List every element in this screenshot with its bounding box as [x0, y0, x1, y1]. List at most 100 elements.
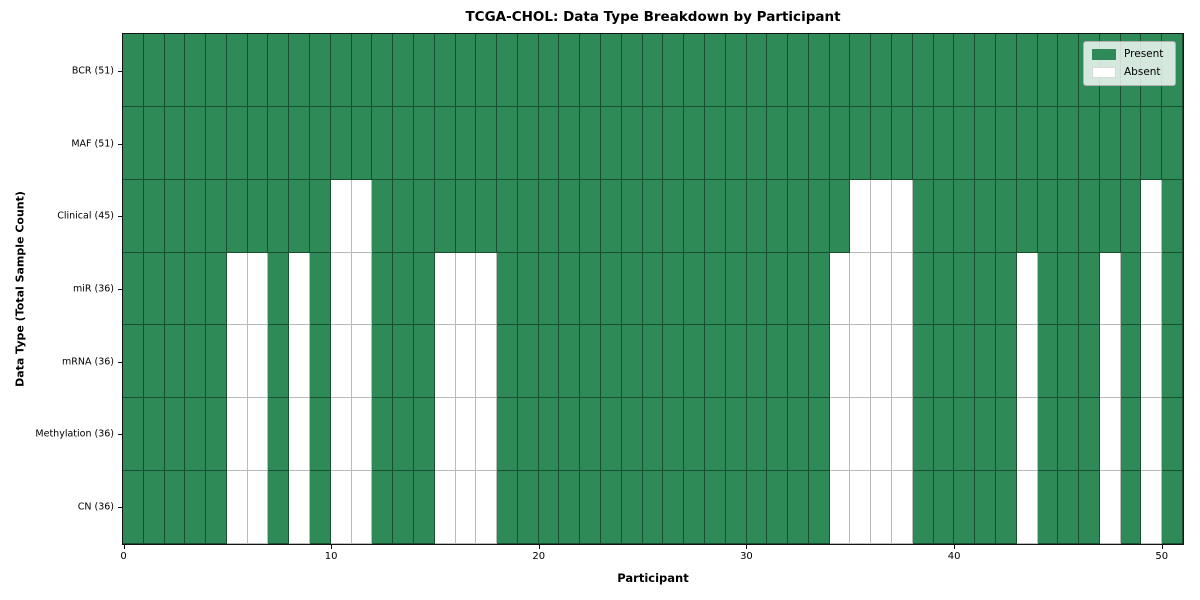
y-tick-label: Methylation (36) [35, 428, 114, 440]
heatmap-cell [808, 398, 830, 472]
heatmap-cell [892, 252, 913, 326]
heatmap-cell [808, 179, 830, 253]
legend-present-label: Present [1124, 48, 1164, 60]
heatmap-cell [538, 106, 560, 180]
heatmap-cell [684, 179, 705, 253]
heatmap-cell [123, 252, 144, 326]
heatmap-cell [351, 106, 373, 180]
heatmap-cell [1141, 106, 1163, 180]
x-axis-label: Participant [617, 571, 689, 585]
heatmap-cell [892, 179, 913, 253]
heatmap-cell [289, 325, 311, 399]
heatmap-cell [351, 471, 373, 544]
heatmap-cell [1099, 325, 1121, 399]
heatmap-cell [871, 325, 893, 399]
heatmap-cell [1037, 471, 1059, 544]
heatmap-cell [559, 34, 581, 107]
heatmap-cell [434, 106, 456, 180]
heatmap-cell [206, 179, 227, 253]
heatmap-cell [871, 106, 893, 180]
heatmap-cell [143, 179, 165, 253]
heatmap-cell [684, 34, 705, 107]
heatmap-cell [601, 471, 622, 544]
heatmap-cell [268, 398, 290, 472]
heatmap-cell [975, 398, 996, 472]
heatmap-cell [123, 106, 144, 180]
heatmap-cell [912, 34, 934, 107]
heatmap-cell [1079, 398, 1100, 472]
legend-present-swatch [1092, 49, 1116, 60]
heatmap-cell [601, 179, 622, 253]
heatmap-cell [933, 252, 955, 326]
heatmap-cell [226, 471, 248, 544]
heatmap-cell [725, 252, 747, 326]
heatmap-cell [413, 398, 435, 472]
heatmap-cell [725, 471, 747, 544]
heatmap-cell [247, 106, 269, 180]
heatmap-cell [704, 252, 726, 326]
heatmap-cell [808, 252, 830, 326]
heatmap-cell [1120, 471, 1142, 544]
y-tick-label: CN (36) [77, 501, 114, 513]
heatmap-cell [954, 252, 976, 326]
heatmap-cell [746, 325, 768, 399]
heatmap-cell [310, 325, 331, 399]
heatmap-cell [476, 398, 498, 472]
heatmap-cell [455, 252, 477, 326]
heatmap-cell [185, 179, 207, 253]
heatmap-cell [247, 179, 269, 253]
heatmap-cell [393, 179, 414, 253]
heatmap-cell [1141, 179, 1163, 253]
heatmap-cell [788, 398, 809, 472]
heatmap-cell [289, 34, 311, 107]
heatmap-cell [1016, 179, 1038, 253]
heatmap-cell [601, 252, 622, 326]
heatmap-cell [995, 179, 1017, 253]
heatmap-cell [413, 252, 435, 326]
x-tick-mark [538, 545, 540, 549]
y-tick-mark [118, 143, 122, 145]
heatmap-cell [268, 179, 290, 253]
y-tick-mark [118, 216, 122, 218]
chart-title: TCGA-CHOL: Data Type Breakdown by Partic… [465, 9, 841, 25]
heatmap-cell [767, 325, 789, 399]
heatmap-cell [788, 471, 809, 544]
y-axis-label: Data Type (Total Sample Count) [13, 191, 27, 387]
heatmap-cell [476, 325, 498, 399]
heatmap-cell [538, 398, 560, 472]
heatmap-cell [247, 398, 269, 472]
heatmap-cell [372, 34, 394, 107]
heatmap-cell [559, 179, 581, 253]
y-tick-label: mRNA (36) [62, 356, 114, 368]
x-tick-label: 40 [947, 551, 961, 562]
heatmap-cell [330, 106, 352, 180]
heatmap-cell [206, 325, 227, 399]
heatmap-cell [164, 34, 186, 107]
heatmap-cell [143, 398, 165, 472]
heatmap-cell [621, 179, 643, 253]
heatmap-cell [663, 398, 685, 472]
heatmap-cell [1016, 398, 1038, 472]
heatmap-cell [289, 106, 311, 180]
heatmap-cell [372, 398, 394, 472]
heatmap-cell [1099, 179, 1121, 253]
heatmap-cell [226, 252, 248, 326]
heatmap-cell [372, 325, 394, 399]
heatmap-cell [164, 471, 186, 544]
heatmap-cell [434, 325, 456, 399]
heatmap-cell [1016, 471, 1038, 544]
heatmap-cell [1099, 398, 1121, 472]
heatmap-cell [330, 252, 352, 326]
heatmap-cell [767, 252, 789, 326]
heatmap-cell [1058, 398, 1080, 472]
heatmap-cell [975, 325, 996, 399]
heatmap-cell [621, 325, 643, 399]
heatmap-cell [372, 471, 394, 544]
heatmap-cell [289, 252, 311, 326]
x-tick-label: 50 [1155, 551, 1169, 562]
heatmap-cell [975, 106, 996, 180]
legend-entry-present: Present [1092, 48, 1167, 61]
heatmap-cell [434, 471, 456, 544]
heatmap-cell [829, 471, 851, 544]
heatmap-cell [580, 252, 602, 326]
